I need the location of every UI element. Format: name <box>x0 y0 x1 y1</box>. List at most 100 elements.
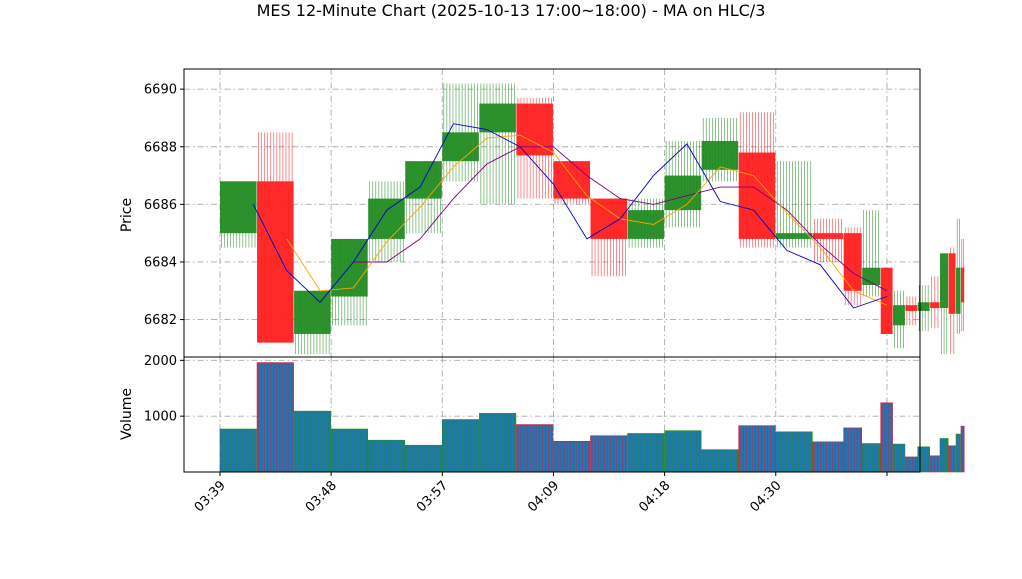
volume-bar-fill <box>775 431 813 472</box>
price-bar-body <box>627 210 665 239</box>
volume-bar-fill <box>257 362 294 472</box>
volume-bar <box>812 441 844 473</box>
volume-bar <box>219 428 257 473</box>
ma-lines <box>252 123 888 309</box>
price-bar-body <box>905 305 918 311</box>
price-bar-body <box>664 175 702 211</box>
volume-bar-fill <box>843 427 862 472</box>
volume-bar-fill <box>627 433 665 472</box>
price-bar-wick <box>480 83 515 205</box>
volume-bar-fill <box>516 424 553 472</box>
price-bar-body <box>940 253 949 309</box>
ma-slow-line <box>353 146 888 292</box>
price-ytick-label: 6686 <box>144 198 177 213</box>
volume-bar <box>948 445 956 473</box>
labels: Price Volume <box>119 198 135 440</box>
price-bar-body <box>701 141 739 170</box>
price-bar-body <box>843 233 862 291</box>
volume-bar-edge <box>917 446 930 473</box>
volume-bar <box>293 410 331 473</box>
volume-bar-fill <box>442 419 479 472</box>
volume-bar <box>939 438 949 473</box>
volume-bar <box>256 362 294 473</box>
price-bar-body <box>812 233 844 239</box>
price-bar-body <box>257 181 294 343</box>
price-bar-body <box>775 233 813 239</box>
volume-bar <box>861 443 881 473</box>
volume-bar <box>404 444 443 473</box>
volume-bar <box>880 402 893 473</box>
volume-bar <box>367 439 406 473</box>
price-bar-body <box>948 253 956 314</box>
chart-title: MES 12-Minute Chart (2025-10-13 17:00~18… <box>256 1 766 20</box>
volume-bar-fill <box>961 426 965 472</box>
volume-bar-fill <box>905 456 918 472</box>
volume-bar <box>960 425 965 473</box>
volume-bar <box>664 430 702 473</box>
volume-bar-edge <box>960 425 965 473</box>
price-axis-label: Price <box>119 198 135 232</box>
price-bar-body <box>930 302 940 309</box>
x-tick-label: 03:39 <box>192 478 229 515</box>
volume-bar-fill <box>479 413 516 472</box>
x-tick-label: 03:57 <box>414 478 451 515</box>
volume-bar-fill <box>880 402 893 472</box>
price-bar-body <box>893 305 905 326</box>
volume-bar <box>590 435 628 473</box>
volume-bar-fill <box>368 440 405 472</box>
x-tick-label: 04:30 <box>747 478 784 515</box>
price-bar-body <box>961 267 965 303</box>
volume-bar-edge <box>955 433 961 473</box>
x-tick-label: 04:18 <box>636 478 673 515</box>
price-bar-body <box>738 152 776 239</box>
price-ytick-label: 6684 <box>144 255 177 270</box>
volume-bar-fill <box>220 429 257 472</box>
volume-bar <box>955 433 961 473</box>
volume-bar <box>738 425 776 473</box>
volume-bar <box>905 456 918 473</box>
volume-bar-fill <box>590 435 628 472</box>
volume-bar-fill <box>862 443 881 472</box>
price-bar-body <box>917 302 930 311</box>
volume-ytick-label: 2000 <box>144 354 177 369</box>
volume-bars <box>219 362 965 473</box>
price-bar-body <box>368 198 405 239</box>
volume-bar-fill <box>893 444 905 472</box>
volume-bar <box>929 455 940 473</box>
volume-bar-fill <box>956 434 961 472</box>
volume-bar <box>701 449 739 473</box>
volume-bar-fill <box>948 445 956 472</box>
price-bar-body <box>479 103 516 133</box>
volume-bar-fill <box>664 430 702 472</box>
volume-bar-edge <box>929 455 940 473</box>
volume-axis-label: Volume <box>119 388 135 440</box>
price-ytick-label: 6688 <box>144 140 177 155</box>
volume-bar-fill <box>553 441 590 472</box>
volume-bar-fill <box>917 446 930 472</box>
volume-bar-fill <box>294 411 331 472</box>
price-bar-body <box>956 267 961 314</box>
volume-bar <box>441 419 480 473</box>
volume-bar-edge <box>939 438 949 473</box>
price-ytick-label: 6690 <box>144 83 177 98</box>
volume-bar-fill <box>405 445 442 472</box>
volume-bar <box>553 440 591 473</box>
x-tick-label: 03:48 <box>303 478 340 515</box>
volume-bar <box>627 433 665 473</box>
price-bars <box>220 83 965 355</box>
volume-bar-fill <box>701 449 739 472</box>
volume-bar-fill <box>331 429 368 472</box>
volume-bar <box>516 424 554 473</box>
volume-bar <box>843 427 862 473</box>
price-bar-body <box>880 267 893 334</box>
volume-bar <box>917 446 930 473</box>
volume-bar <box>479 413 517 473</box>
volume-bar-fill <box>738 425 776 472</box>
volume-panel-frame <box>183 356 921 473</box>
volume-bar <box>330 428 368 473</box>
volume-bar-edge <box>948 445 956 473</box>
price-ytick-label: 6682 <box>144 313 177 328</box>
volume-bar-fill <box>812 441 844 472</box>
